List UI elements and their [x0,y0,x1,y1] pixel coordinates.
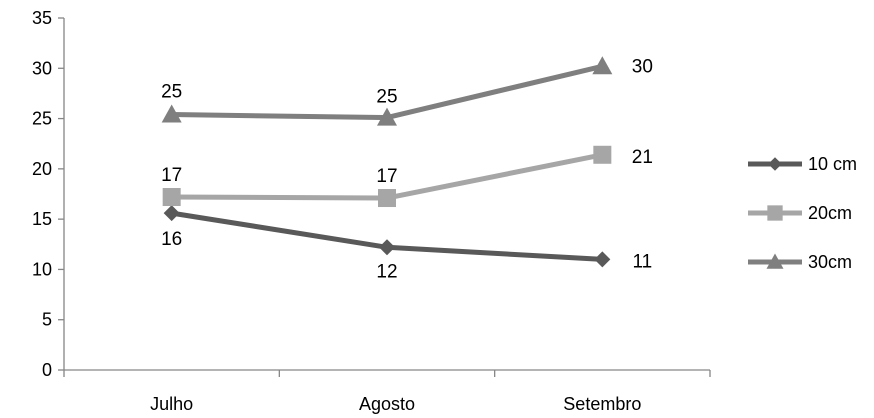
legend-swatch-marker [767,205,783,221]
legend-item: 20cm [748,203,852,223]
x-tick-label: Agosto [359,394,415,414]
data-point [377,107,397,126]
chart-legend: 10 cm 20cm 30cm [748,154,857,272]
data-point [593,145,612,164]
data-label: 25 [161,82,182,103]
y-tick-label: 30 [32,58,52,78]
x-tick-label: Julho [150,394,193,414]
series-1: 17 17 21 [161,145,653,208]
data-label: 17 [376,166,397,187]
legend-swatch-marker [768,157,782,171]
legend-label: 30cm [808,252,852,272]
series-0: 16 12 11 [161,205,652,282]
data-label: 16 [161,229,182,250]
y-tick-label: 35 [32,8,52,28]
data-point [594,251,611,268]
legend-item: 10 cm [748,154,857,174]
y-tick-label: 5 [42,310,52,330]
data-point [592,56,613,75]
y-tick-label: 0 [42,360,52,380]
series-2: 25 25 30 [161,56,653,126]
data-label: 30 [632,56,653,77]
legend-item: 30cm [748,252,852,272]
chart-axes: 0 5 10 15 20 25 30 35 Julho Agosto Setembro [32,8,711,414]
chart-series: 16 12 11 17 17 21 25 25 30 [161,56,653,282]
legend-swatch-marker [766,253,784,269]
y-tick-label: 10 [32,259,52,279]
data-point [161,104,182,123]
legend-label: 20cm [808,203,852,223]
legend-label: 10 cm [808,154,857,174]
data-point [162,188,181,207]
y-tick-label: 25 [32,109,52,129]
data-label: 17 [161,165,182,186]
data-label: 21 [632,147,653,168]
data-point [378,189,396,208]
y-tick-label: 20 [32,159,52,179]
y-tick-label: 15 [32,209,52,229]
x-tick-label: Setembro [563,394,641,414]
data-point [163,205,180,222]
data-label: 25 [376,87,397,108]
data-point [379,239,395,256]
data-label: 12 [376,261,397,282]
data-label: 11 [632,251,652,272]
